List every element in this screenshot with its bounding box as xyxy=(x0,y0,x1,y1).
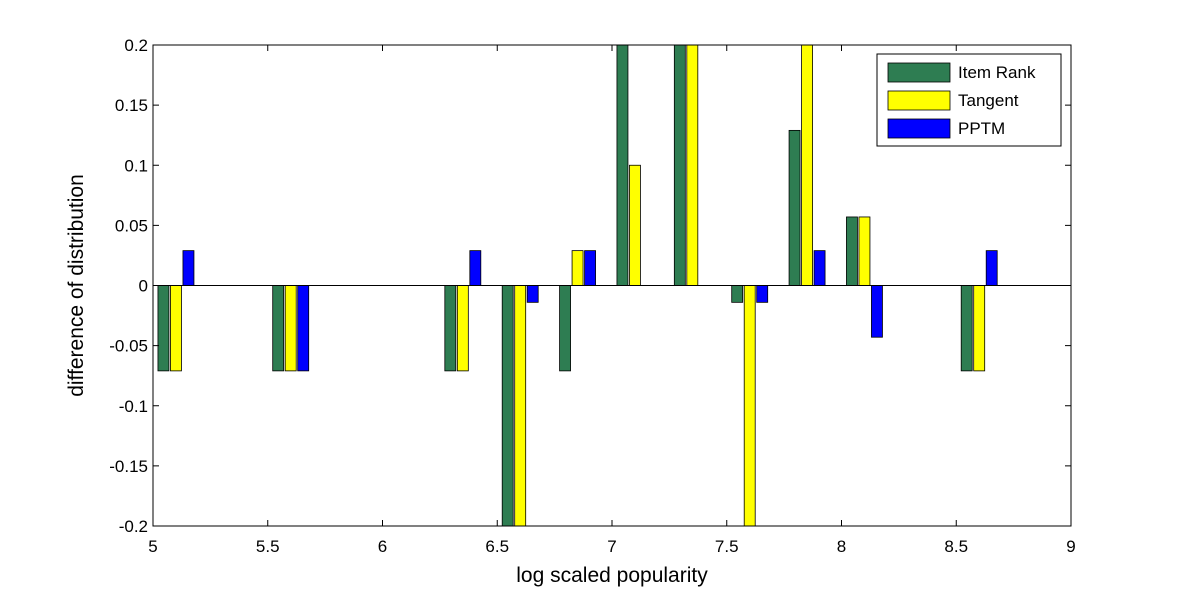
x-tick-label: 8 xyxy=(837,537,846,556)
bar-tangent-9 xyxy=(858,216,871,286)
bar-tangent-0 xyxy=(170,285,182,372)
x-tick-label: 6 xyxy=(378,537,387,556)
legend-label: Item Rank xyxy=(958,63,1036,82)
x-tick-label: 8.5 xyxy=(944,537,968,556)
bar-tangent-7 xyxy=(743,285,756,527)
bar-item-rank-7 xyxy=(731,285,744,303)
bar-tangent-2 xyxy=(456,285,469,372)
x-axis-ticks: 5 5.5 6 6.5 7 7.5 8 8.5 9 xyxy=(148,45,1076,556)
y-axis-label: difference of distribution xyxy=(65,174,88,397)
bar-pptm-0 xyxy=(182,250,195,286)
x-tick-label: 7.5 xyxy=(715,537,739,556)
x-tick-label: 6.5 xyxy=(485,537,509,556)
x-tick-label: 7 xyxy=(607,537,616,556)
bar-item-rank-6 xyxy=(673,44,686,286)
y-tick-label: 0.2 xyxy=(124,36,148,55)
legend-label: Tangent xyxy=(958,91,1019,110)
x-tick-label: 9 xyxy=(1066,537,1075,556)
bar-tangent-4 xyxy=(571,250,584,286)
bar-tangent-3 xyxy=(514,285,527,527)
y-tick-label: -0.15 xyxy=(109,457,148,476)
legend: Item Rank Tangent PPTM xyxy=(876,53,1062,147)
y-tick-label: 0.05 xyxy=(115,216,148,235)
bar-pptm-3 xyxy=(526,285,539,303)
legend-swatch-pptm xyxy=(887,118,951,139)
legend-label: PPTM xyxy=(958,119,1005,138)
y-tick-label: -0.2 xyxy=(119,517,148,536)
bar-item-rank-9 xyxy=(846,216,858,286)
bar-item-rank-8 xyxy=(788,129,801,286)
bar-item-rank-5 xyxy=(616,44,629,286)
bar-item-rank-2 xyxy=(444,285,457,372)
x-tick-label: 5 xyxy=(148,537,157,556)
bar-pptm-9 xyxy=(871,285,883,338)
bar-pptm-1 xyxy=(297,285,310,372)
bar-pptm-7 xyxy=(756,285,769,303)
bar-item-rank-10 xyxy=(960,285,973,372)
bar-tangent-8 xyxy=(801,44,813,286)
bar-pptm-10 xyxy=(985,250,998,286)
y-tick-label: -0.05 xyxy=(109,337,148,356)
x-tick-label: 5.5 xyxy=(256,537,280,556)
bar-pptm-8 xyxy=(813,250,826,286)
bar-tangent-10 xyxy=(973,285,986,372)
bar-item-rank-0 xyxy=(157,285,170,372)
bar-tangent-5 xyxy=(629,164,641,286)
bar-pptm-4 xyxy=(584,250,596,286)
bar-item-rank-4 xyxy=(559,285,571,372)
bar-item-rank-1 xyxy=(272,285,285,372)
y-tick-label: 0.1 xyxy=(124,156,148,175)
y-tick-label: -0.1 xyxy=(119,397,148,416)
bar-tangent-1 xyxy=(284,285,297,372)
plot-area: 5 5.5 6 6.5 7 7.5 8 8.5 9 0.2 0.15 0.1 0.05 0 -0.05 -0… xyxy=(109,36,1075,556)
bar-item-rank-3 xyxy=(501,285,514,527)
legend-swatch-item-rank xyxy=(887,62,951,83)
bar-pptm-2 xyxy=(469,250,482,286)
y-tick-label: 0 xyxy=(139,277,148,296)
legend-swatch-tangent xyxy=(887,90,951,111)
y-axis-ticks: 0.2 0.15 0.1 0.05 0 -0.05 -0.1 -0.15 -0.2 xyxy=(109,36,1071,536)
x-axis-label: log scaled popularity xyxy=(516,564,708,587)
y-tick-label: 0.15 xyxy=(115,96,148,115)
bar-tangent-6 xyxy=(686,44,699,286)
